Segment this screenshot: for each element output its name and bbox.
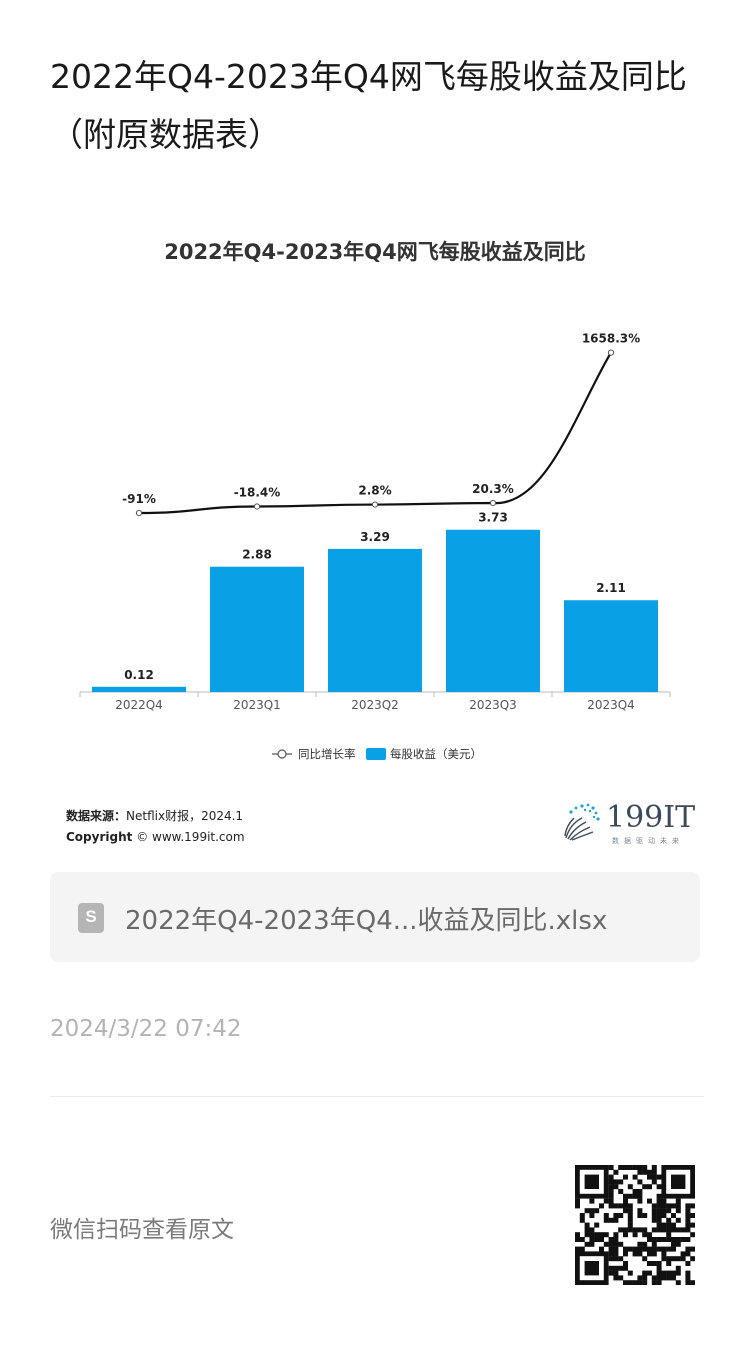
growth-point-2022Q4: [135, 509, 143, 517]
copyright-label: Copyright: [66, 830, 133, 844]
growth-point-2023Q3: [489, 499, 497, 507]
qr-code-icon[interactable]: [575, 1165, 695, 1285]
growth-point-2023Q1: [253, 503, 261, 510]
tick-label-2023Q1: 2023Q1: [233, 698, 281, 712]
growth-label-2023Q2: 2.8%: [358, 484, 391, 498]
bar-2022Q4: [92, 686, 186, 692]
bar-label-2023Q2: 3.29: [360, 530, 390, 544]
growth-label-2023Q1: -18.4%: [234, 485, 281, 499]
bar-label-2023Q1: 2.88: [242, 548, 272, 562]
legend-bar-label: 每股收益（美元）: [390, 747, 482, 761]
divider: [50, 1096, 704, 1097]
bar-label-2023Q3: 3.73: [478, 511, 508, 525]
growth-line: [138, 352, 612, 515]
eps-chart: 0.12 2022Q4 2.88 2023Q1 3.29 2023Q2 3.73 2023Q3…: [79, 332, 671, 761]
bar-2023Q1: [210, 566, 304, 692]
growth-label-2023Q3: 20.3%: [472, 482, 514, 496]
copyright-text: © www.199it.com: [136, 830, 245, 844]
bar-label-2023Q4: 2.11: [596, 581, 626, 595]
source-label: 数据来源：: [66, 809, 127, 823]
tick-label-2023Q4: 2023Q4: [587, 698, 635, 712]
legend-line-marker: [277, 749, 287, 759]
growth-label-2022Q4: -91%: [122, 492, 156, 506]
source-note: 数据来源：Netflix财报，2024.1 Copyright © www.19…: [66, 806, 245, 848]
logo-flower-icon: [564, 803, 600, 841]
attachment-card[interactable]: S 2022年Q4-2023年Q4...收益及同比.xlsx: [50, 872, 700, 962]
growth-point-2023Q2: [371, 501, 379, 508]
publish-timestamp: 2024/3/22 07:42: [50, 1016, 242, 1042]
attachment-name: 2022年Q4-2023年Q4...收益及同比.xlsx: [125, 906, 608, 936]
bar-2023Q2: [328, 548, 422, 692]
bar-label-2022Q4: 0.12: [124, 668, 154, 682]
tick-label-2023Q2: 2023Q2: [351, 698, 399, 712]
source-text: Netflix财报，2024.1: [126, 809, 244, 823]
page-title: 2022年Q4-2023年Q4网飞每股收益及同比（附原数据表）: [50, 57, 687, 154]
spreadsheet-file-icon: S: [78, 903, 104, 933]
logo-subtitle: 数据驱动未来: [612, 837, 684, 845]
growth-point-2023Q4: [607, 349, 615, 356]
logo-199it: 199IT 数据驱动未来: [560, 800, 700, 846]
bar-2023Q3: [446, 529, 540, 692]
tick-label-2023Q3: 2023Q3: [469, 698, 517, 712]
tick-label-2022Q4: 2022Q4: [115, 698, 163, 712]
wechat-scan-prompt: 微信扫码查看原文: [50, 1217, 234, 1243]
bar-2023Q4: [564, 600, 658, 692]
logo-text: 199IT: [606, 800, 696, 835]
legend-bar-swatch: [366, 748, 386, 760]
growth-label-2023Q4: 1658.3%: [582, 332, 640, 346]
chart-card: 2022年Q4-2023年Q4网飞每股收益及同比 0.12 2022Q4 2.88 2…: [50, 200, 700, 860]
legend-line-label: 同比增长率: [298, 747, 356, 761]
chart-title: 2022年Q4-2023年Q4网飞每股收益及同比: [164, 240, 586, 264]
